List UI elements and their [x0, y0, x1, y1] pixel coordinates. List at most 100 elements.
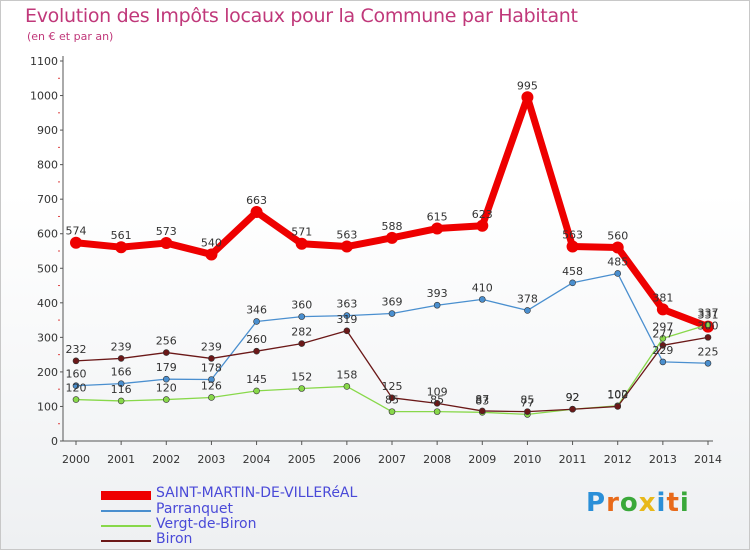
data-label: 85 [430, 394, 444, 407]
y-tick-label: 400 [37, 297, 58, 310]
data-label: 109 [427, 385, 448, 398]
data-point [115, 241, 128, 254]
legend-swatch [101, 525, 151, 527]
legend-label: Biron [156, 531, 193, 547]
chart-title: Evolution des Impôts locaux pour la Comm… [25, 5, 578, 27]
data-label: 995 [517, 79, 538, 92]
data-point [343, 383, 351, 390]
data-point [388, 408, 396, 415]
data-label: 178 [201, 362, 222, 375]
data-label: 381 [652, 291, 673, 304]
x-tick-label: 2012 [604, 453, 632, 466]
x-tick-label: 2000 [62, 453, 90, 466]
data-label: 297 [652, 320, 673, 333]
data-label: 126 [201, 379, 222, 392]
y-tick-label: 500 [37, 262, 58, 275]
data-point [298, 313, 306, 320]
data-point [388, 310, 396, 317]
data-point [521, 91, 534, 104]
y-tick-label: 0 [51, 435, 58, 448]
data-point [298, 340, 306, 347]
data-label: 225 [698, 345, 719, 358]
data-point [476, 219, 489, 232]
data-point [704, 321, 712, 328]
data-point [704, 334, 712, 341]
data-point [704, 359, 712, 367]
data-label: 256 [156, 335, 177, 348]
data-label: 116 [111, 383, 132, 396]
data-point [72, 396, 80, 403]
data-point [478, 407, 486, 415]
data-point [343, 327, 351, 335]
data-label: 300 [698, 319, 719, 332]
data-label: 561 [111, 229, 132, 242]
y-tick-label: 700 [37, 193, 58, 206]
logo-letter: P [586, 488, 607, 518]
y-tick-label: 900 [37, 124, 58, 137]
data-point [295, 237, 308, 250]
data-label: 363 [336, 298, 357, 311]
data-label: 125 [382, 380, 403, 393]
y-tick-label: 600 [37, 228, 58, 241]
data-label: 158 [336, 368, 357, 381]
data-label: 485 [607, 255, 628, 268]
data-point [72, 382, 80, 390]
x-tick-label: 2006 [333, 453, 361, 466]
data-point [250, 205, 263, 218]
data-label: 83 [475, 394, 489, 407]
chart-subtitle: (en € et par an) [27, 30, 114, 43]
data-label: 152 [291, 370, 312, 383]
data-point [117, 355, 125, 362]
data-label: 239 [201, 340, 222, 353]
legend-label: SAINT-MARTIN-DE-VILLERéAL [156, 485, 358, 501]
data-point [160, 237, 173, 250]
data-label: 378 [517, 292, 538, 305]
data-point [656, 303, 669, 316]
data-label: 120 [66, 382, 87, 395]
data-label: 229 [652, 344, 673, 357]
data-label: 615 [427, 211, 448, 224]
x-tick-label: 2011 [559, 453, 587, 466]
data-point [205, 248, 218, 261]
proxiti-logo: Proxiti [586, 488, 690, 518]
data-label: 346 [246, 303, 267, 316]
x-tick-label: 2004 [243, 453, 271, 466]
data-label: 560 [607, 230, 628, 243]
x-tick-label: 2007 [378, 453, 406, 466]
data-point [433, 400, 441, 407]
logo-letter: r [606, 488, 620, 518]
data-label: 92 [566, 391, 580, 404]
data-point [614, 270, 622, 277]
data-point [388, 394, 396, 402]
data-label: 588 [382, 220, 403, 233]
data-point [569, 405, 576, 413]
data-label: 331 [698, 309, 719, 322]
data-point [208, 376, 215, 383]
data-label: 571 [291, 226, 312, 239]
data-point [117, 397, 125, 405]
x-tick-label: 2008 [423, 453, 451, 466]
data-point [433, 408, 441, 415]
legend-swatch [101, 510, 151, 512]
legend-swatch [101, 540, 151, 542]
data-point [72, 357, 80, 365]
x-tick-label: 2013 [649, 453, 677, 466]
data-label: 100 [607, 388, 628, 401]
data-label: 145 [246, 373, 267, 386]
data-label: 574 [66, 225, 87, 238]
data-point [298, 385, 306, 392]
x-tick-label: 2014 [694, 453, 722, 466]
data-label: 369 [382, 296, 403, 309]
data-label: 77 [520, 396, 534, 409]
y-tick-label: 1100 [30, 55, 58, 68]
legend-swatch [101, 491, 151, 500]
data-label: 393 [427, 287, 448, 300]
y-tick-label: 100 [37, 400, 58, 413]
y-tick-label: 200 [37, 366, 58, 379]
data-point [253, 387, 260, 395]
data-label: 663 [246, 194, 267, 207]
data-point [659, 358, 667, 366]
data-point [566, 240, 579, 253]
series-line [75, 93, 710, 330]
